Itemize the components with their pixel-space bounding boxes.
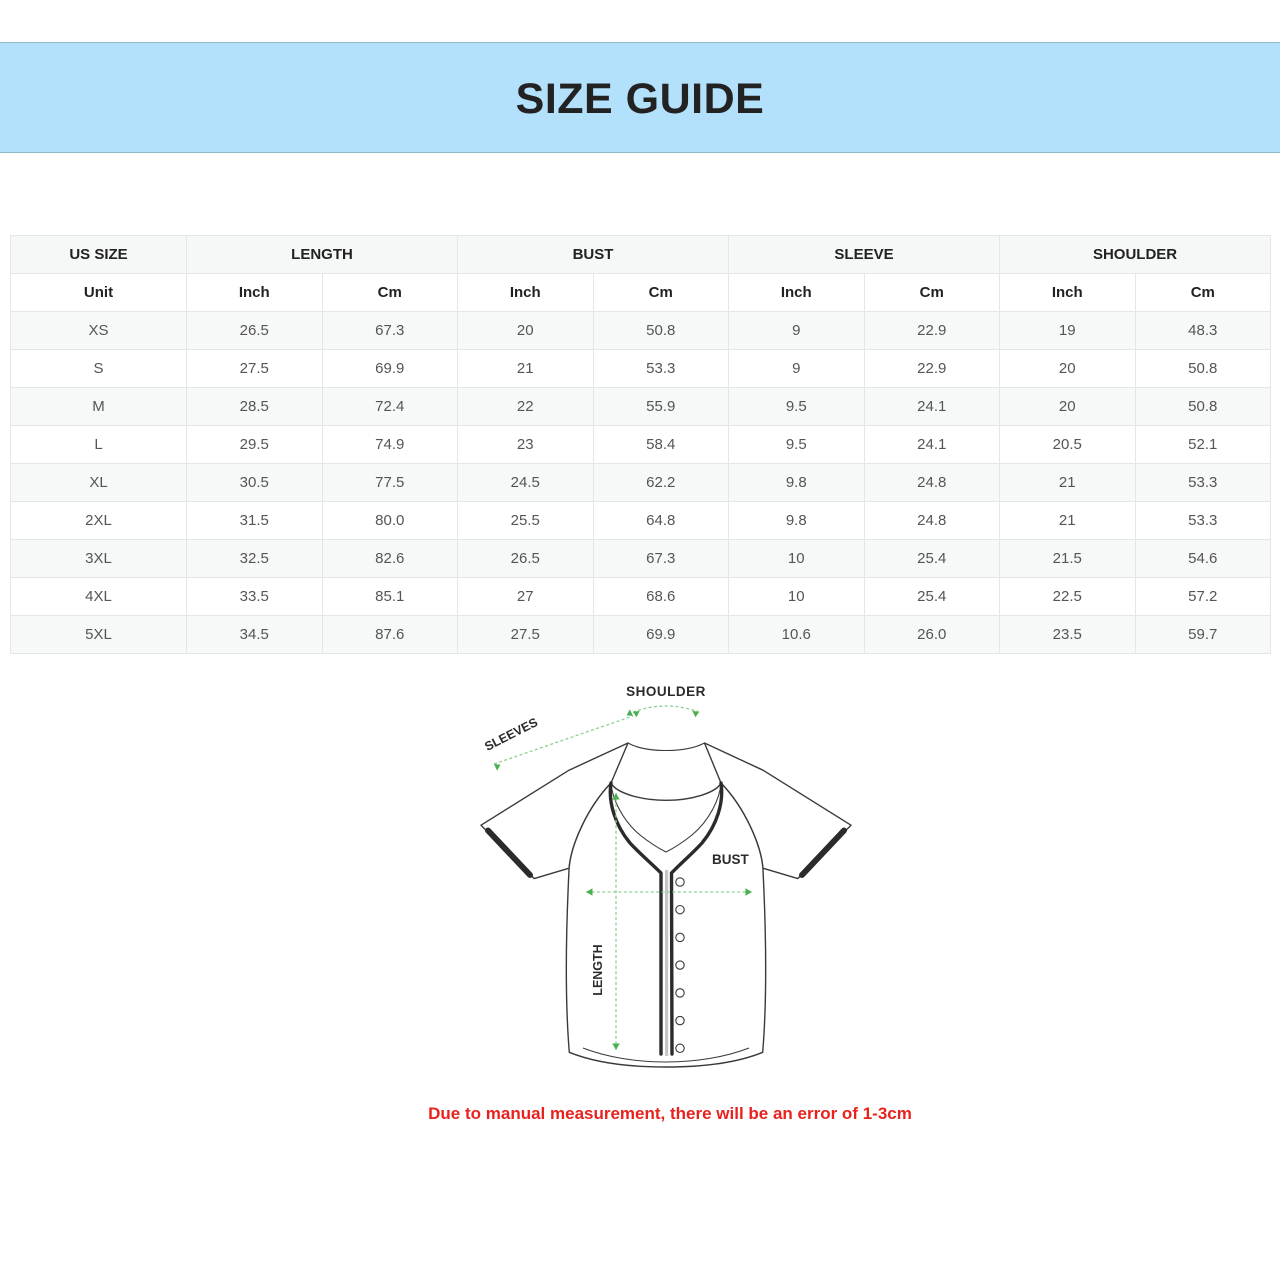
svg-text:LENGTH: LENGTH	[591, 944, 605, 995]
svg-text:BUST: BUST	[712, 852, 750, 867]
svg-text:SHOULDER: SHOULDER	[626, 684, 706, 699]
svg-text:SLEEVES: SLEEVES	[482, 715, 540, 754]
